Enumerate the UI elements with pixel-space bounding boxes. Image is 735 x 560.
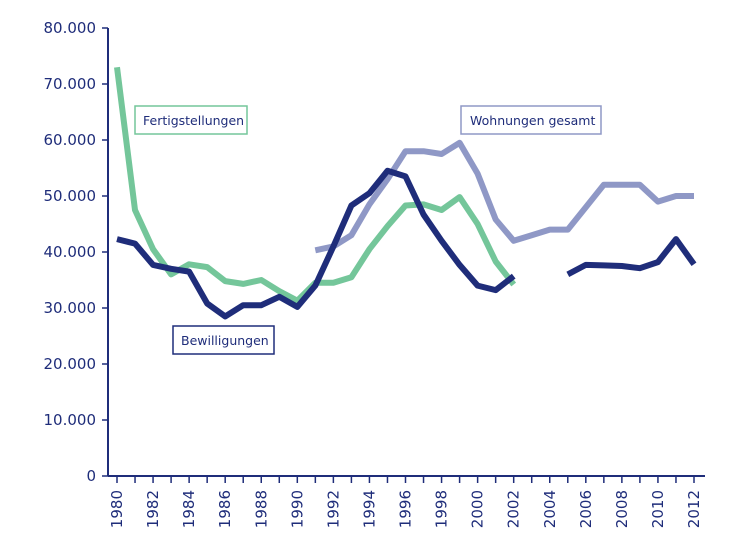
legend-wohnungen-box	[460, 105, 602, 135]
x-tick-label: 2000	[469, 490, 487, 528]
legend-bewilligungen-label: Bewilligungen	[181, 333, 269, 348]
series-lines	[114, 66, 697, 320]
y-axis: 0 10.000 20.000 30.000 40.000 50.000 60.000 70.…	[44, 19, 109, 485]
x-tick-label: 1988	[252, 490, 270, 528]
x-tick-label: 2012	[685, 490, 703, 528]
x-tick-label: 1998	[433, 490, 451, 528]
x-tick-label: 1982	[144, 490, 162, 528]
y-tick-label: 0	[86, 467, 96, 485]
legend-wohnungen-gesamt: Wohnungen gesamt	[460, 105, 602, 135]
x-tick-label: 1984	[180, 490, 198, 528]
y-tick-label: 50.000	[44, 187, 97, 205]
x-tick-label: 2006	[577, 490, 595, 528]
legend-bewilligungen: Bewilligungen	[172, 325, 275, 355]
x-tick-label: 2002	[505, 490, 523, 528]
y-tick-label: 80.000	[44, 19, 97, 37]
legend-bewilligungen-box	[172, 325, 275, 355]
y-tick-label: 20.000	[44, 355, 97, 373]
y-tick-label: 10.000	[44, 411, 97, 429]
x-tick-label: 1992	[324, 490, 342, 528]
y-tick-label: 40.000	[44, 243, 97, 261]
legend-fertigstellungen: Fertigstellungen	[134, 105, 248, 135]
x-tick-label: 1994	[360, 490, 378, 528]
x-tick-label: 2010	[649, 490, 667, 528]
x-tick-label: 1986	[216, 490, 234, 528]
legend-fertigstellungen-label: Fertigstellungen	[143, 113, 244, 128]
y-tick-label: 30.000	[44, 299, 97, 317]
x-tick-label: 1990	[288, 490, 306, 528]
series-line-wohnungen-gesamt	[314, 139, 694, 254]
x-tick-label: 2004	[541, 490, 559, 528]
y-tick-label: 70.000	[44, 75, 97, 93]
x-tick-label: 1980	[108, 490, 126, 528]
x-tick-label: 1996	[397, 490, 415, 528]
series-line-bewilligungen	[116, 167, 697, 320]
x-axis: 1980 1982 1984 1986 1988 1990 1992 1994 1996 1998…	[108, 475, 705, 528]
legend-fertigstellungen-box	[134, 105, 248, 135]
y-tick-label: 60.000	[44, 131, 97, 149]
legend-wohnungen-label: Wohnungen gesamt	[470, 113, 595, 128]
series-line-fertigstellungen	[114, 66, 517, 304]
x-tick-label: 2008	[613, 490, 631, 528]
